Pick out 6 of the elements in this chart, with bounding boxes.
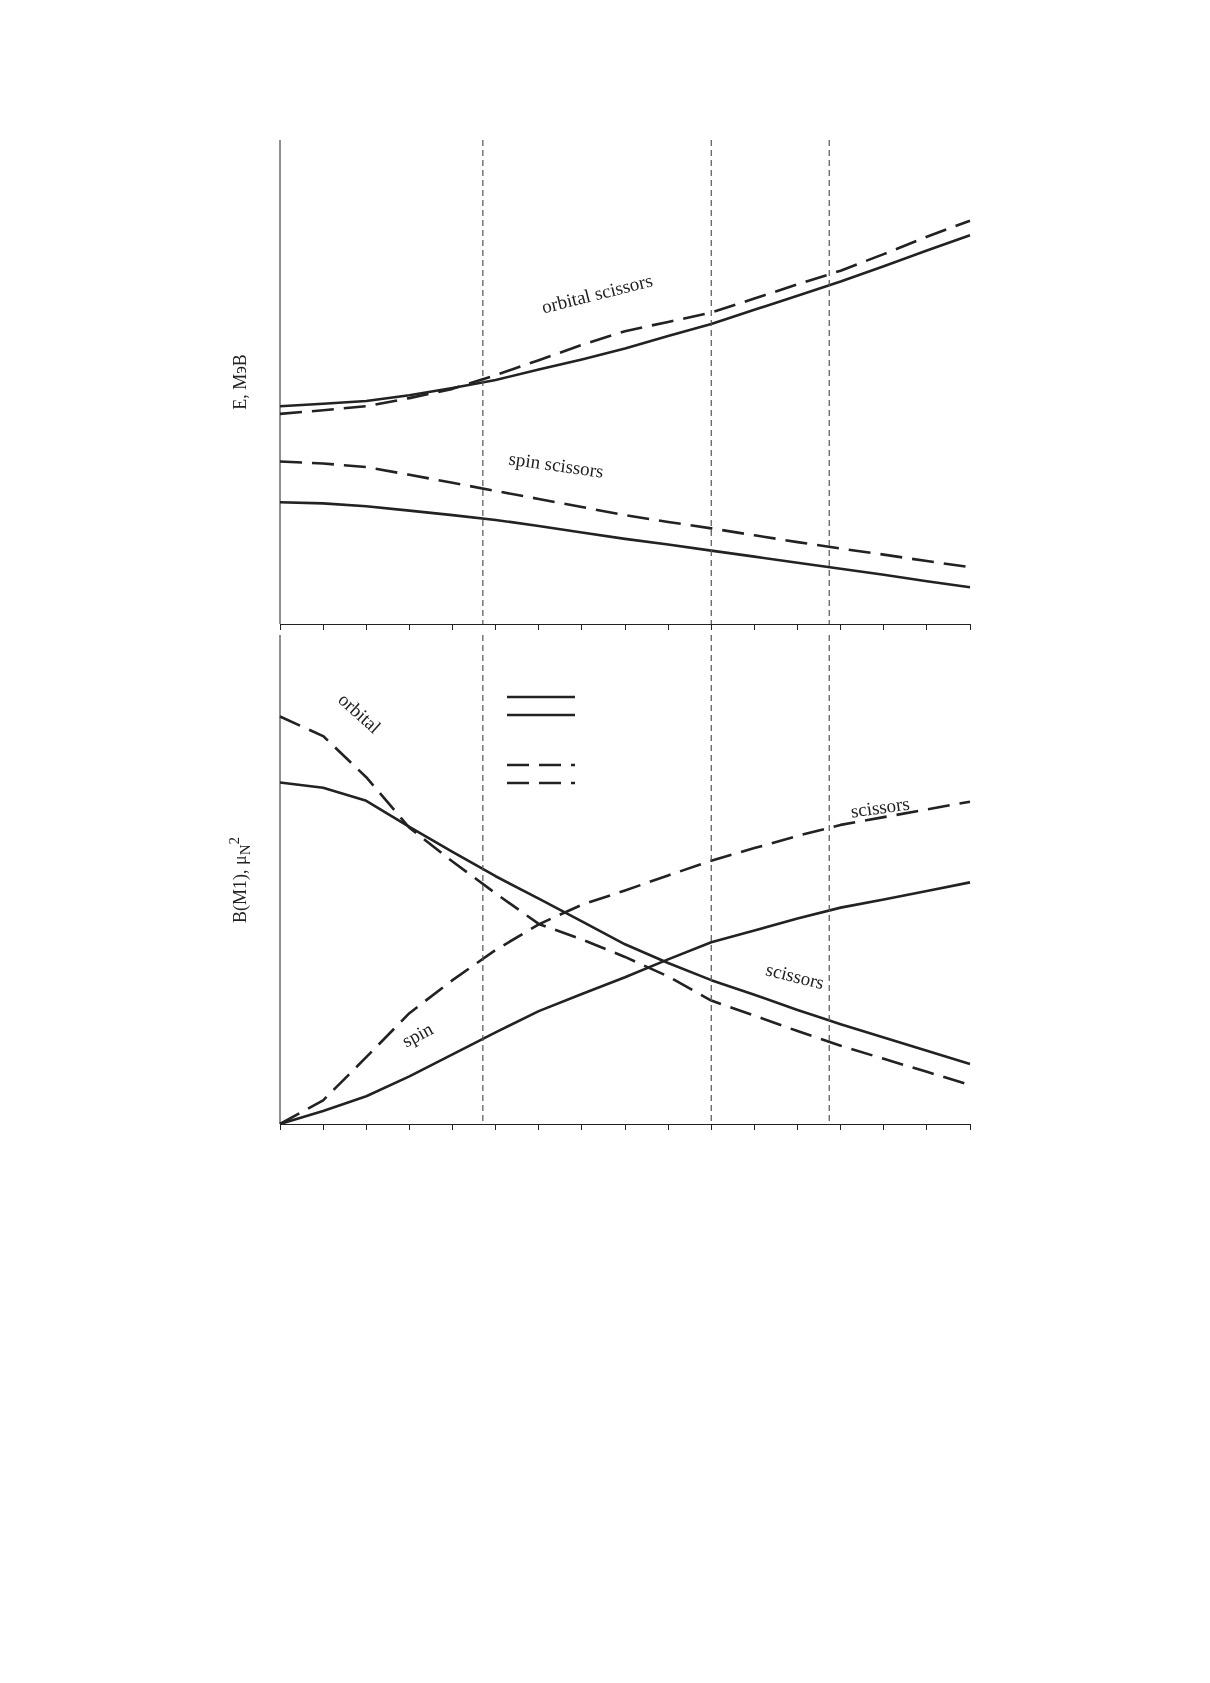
annotation: scissors [849,792,911,822]
y-axis-title: E, МэВ [229,354,251,410]
annotation: scissors [763,958,827,994]
annotation: orbital scissors [539,269,655,318]
annotation: spin scissors [507,447,605,482]
annotation: spin [398,1017,437,1052]
